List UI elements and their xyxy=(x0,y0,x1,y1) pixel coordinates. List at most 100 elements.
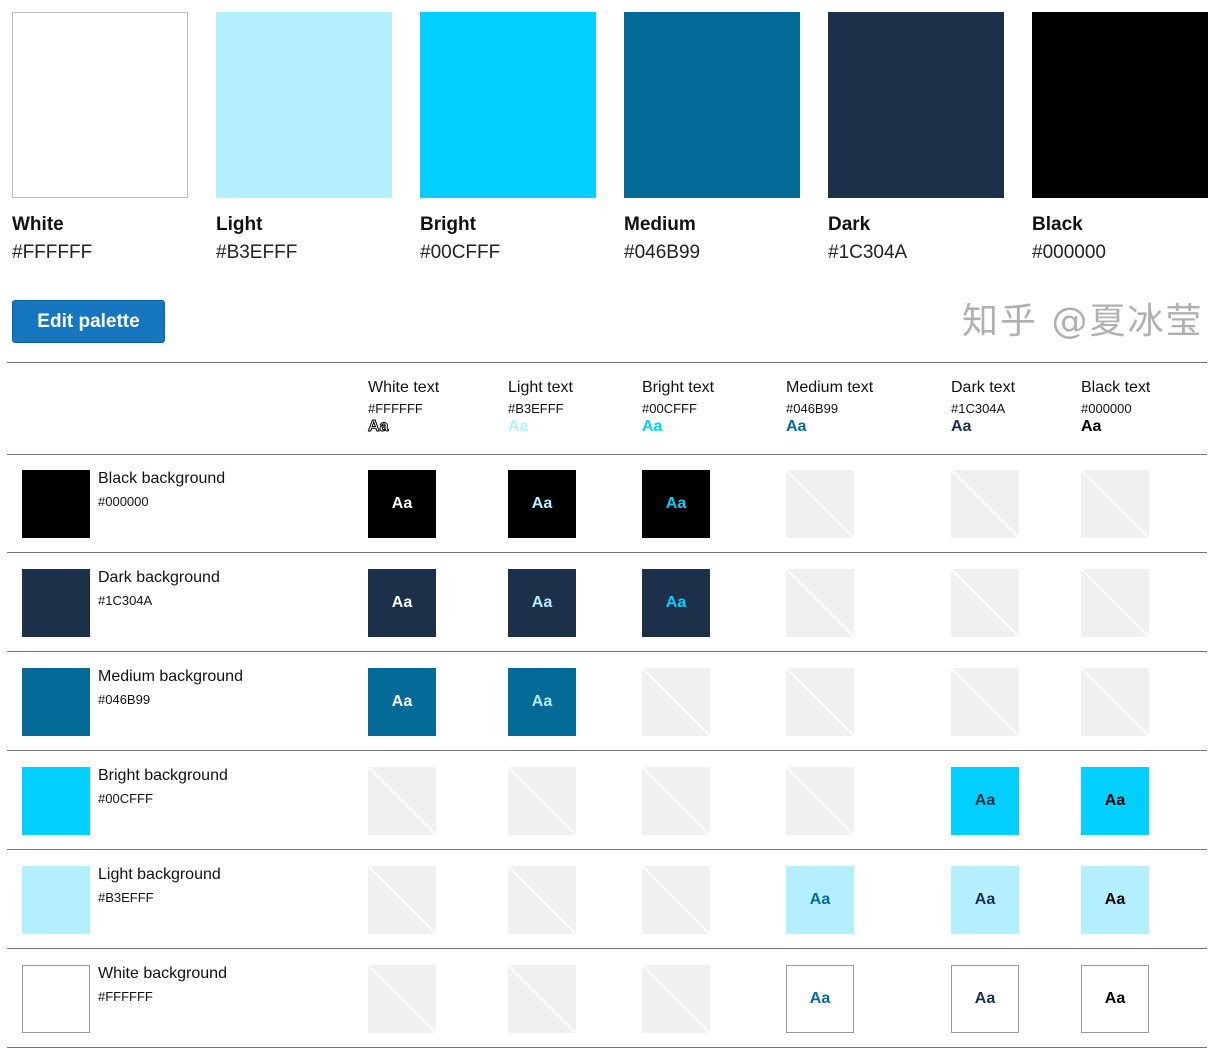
background-swatch xyxy=(22,866,90,934)
swatch-name: Bright xyxy=(420,214,476,235)
swatch-name: White xyxy=(12,214,64,235)
swatch-hex: #1C304A xyxy=(828,242,908,263)
divider xyxy=(7,651,1207,652)
row-white-background: White background #FFFFFF Aa Aa Aa xyxy=(0,949,1219,1048)
contrast-sample: Aa xyxy=(368,569,436,637)
column-label: Dark text xyxy=(951,379,1016,396)
swatch-bright[interactable]: Bright #00CFFF xyxy=(420,12,596,263)
invalid-combination xyxy=(368,767,436,835)
invalid-combination xyxy=(951,470,1019,538)
swatch-hex: #000000 xyxy=(1032,242,1106,263)
header-dark-text: Dark text #1C304A Aa xyxy=(951,379,1015,436)
column-label: Black text xyxy=(1081,379,1151,396)
column-hex: #00CFFF xyxy=(642,401,697,416)
edit-palette-button[interactable]: Edit palette xyxy=(12,300,165,343)
swatch-name: Light xyxy=(216,214,263,235)
row-hex: #046B99 xyxy=(98,692,151,707)
contrast-sample: Aa xyxy=(951,965,1019,1033)
row-hex: #B3EFFF xyxy=(98,890,154,905)
swatch-color[interactable] xyxy=(624,12,800,198)
row-medium-background: Medium background #046B99 Aa Aa xyxy=(0,652,1219,751)
sample-text: Aa xyxy=(1081,418,1102,435)
background-swatch xyxy=(22,470,90,538)
swatch-color[interactable] xyxy=(828,12,1004,198)
sample-text: Aa xyxy=(951,418,972,435)
header-medium-text: Medium text #046B99 Aa xyxy=(786,379,873,436)
background-swatch xyxy=(22,767,90,835)
invalid-combination xyxy=(508,866,576,934)
sample-text: Aa xyxy=(367,418,389,436)
swatch-color[interactable] xyxy=(420,12,596,198)
header-bright-text: Bright text #00CFFF Aa xyxy=(642,379,714,436)
invalid-combination xyxy=(642,767,710,835)
swatch-hex: #046B99 xyxy=(624,242,701,263)
header-light-text: Light text #B3EFFF Aa xyxy=(508,379,573,436)
background-swatch xyxy=(22,668,90,736)
swatch-name: Dark xyxy=(828,214,871,235)
swatch-medium[interactable]: Medium #046B99 xyxy=(624,12,800,263)
background-swatch xyxy=(22,965,90,1033)
column-hex: #FFFFFF xyxy=(368,401,423,416)
swatch-dark[interactable]: Dark #1C304A xyxy=(828,12,1004,263)
row-label: Black background xyxy=(98,470,226,487)
row-hex: #000000 xyxy=(98,494,149,509)
row-hex: #00CFFF xyxy=(98,791,153,806)
row-bright-background: Bright background #00CFFF Aa Aa xyxy=(0,751,1219,850)
swatch-color[interactable] xyxy=(216,12,392,198)
column-label: Light text xyxy=(508,379,573,396)
row-label: White background xyxy=(98,965,227,982)
contrast-sample: Aa xyxy=(951,767,1019,835)
invalid-combination xyxy=(786,470,854,538)
invalid-combination xyxy=(1081,668,1149,736)
invalid-combination xyxy=(368,965,436,1033)
column-label: Bright text xyxy=(642,379,715,396)
contrast-sample: Aa xyxy=(1081,767,1149,835)
divider xyxy=(7,552,1207,553)
column-hex: #000000 xyxy=(1081,401,1132,416)
contrast-sample: Aa xyxy=(786,965,854,1033)
row-label: Dark background xyxy=(98,569,220,586)
background-swatch xyxy=(22,569,90,637)
swatch-hex: #B3EFFF xyxy=(216,242,298,263)
invalid-combination xyxy=(786,569,854,637)
contrast-sample: Aa xyxy=(508,569,576,637)
contrast-sample: Aa xyxy=(1081,866,1149,934)
contrast-sample: Aa xyxy=(642,470,710,538)
swatch-name: Black xyxy=(1032,214,1083,235)
row-light-background: Light background #B3EFFF Aa Aa Aa xyxy=(0,850,1219,949)
row-black-background: Black background #000000 Aa Aa Aa xyxy=(0,454,1219,553)
column-hex: #B3EFFF xyxy=(508,401,564,416)
row-hex: #1C304A xyxy=(98,593,153,608)
contrast-sample: Aa xyxy=(508,470,576,538)
contrast-sample: Aa xyxy=(786,866,854,934)
swatch-color[interactable] xyxy=(12,12,188,198)
swatch-light[interactable]: Light #B3EFFF xyxy=(216,12,392,263)
divider xyxy=(7,454,1207,455)
swatch-hex: #FFFFFF xyxy=(12,242,93,263)
header-white-text: White text #FFFFFF Aa xyxy=(367,379,440,436)
row-label: Light background xyxy=(98,866,221,883)
sample-text: Aa xyxy=(642,418,663,435)
invalid-combination xyxy=(1081,569,1149,637)
row-dark-background: Dark background #1C304A Aa Aa Aa xyxy=(0,553,1219,652)
column-hex: #1C304A xyxy=(951,401,1006,416)
sample-text: Aa xyxy=(508,418,529,435)
swatch-black[interactable]: Black #000000 xyxy=(1032,12,1208,263)
header-black-text: Black text #000000 Aa xyxy=(1081,379,1150,436)
contrast-sample: Aa xyxy=(368,470,436,538)
swatch-name: Medium xyxy=(624,214,696,235)
column-hex: #046B99 xyxy=(786,401,839,416)
divider xyxy=(7,1047,1207,1048)
swatch-color[interactable] xyxy=(1032,12,1208,198)
divider xyxy=(7,948,1207,949)
sample-text: Aa xyxy=(786,418,807,435)
invalid-combination xyxy=(642,866,710,934)
divider xyxy=(7,849,1207,850)
invalid-combination xyxy=(508,767,576,835)
contrast-sample: Aa xyxy=(368,668,436,736)
swatch-white[interactable]: White #FFFFFF xyxy=(12,12,188,263)
invalid-combination xyxy=(786,767,854,835)
divider xyxy=(7,362,1207,363)
contrast-sample: Aa xyxy=(642,569,710,637)
column-label: White text xyxy=(368,379,440,396)
